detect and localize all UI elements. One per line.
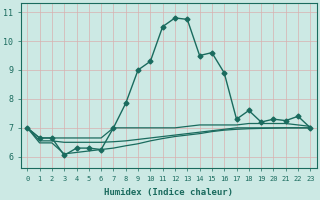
X-axis label: Humidex (Indice chaleur): Humidex (Indice chaleur) (104, 188, 233, 197)
